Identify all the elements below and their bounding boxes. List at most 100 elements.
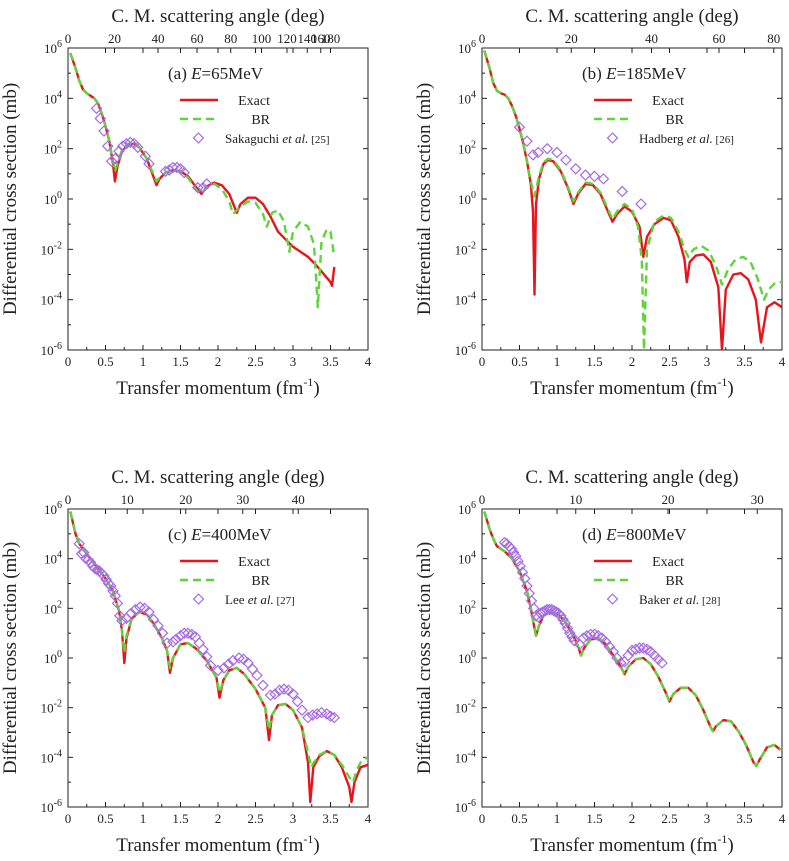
y-tick-label: 100: [458, 190, 476, 207]
data-point: [328, 711, 341, 724]
data-point: [507, 546, 520, 559]
plot-frame: [481, 47, 783, 351]
x-axis-title: Transfer momentum (fm-1): [530, 375, 734, 399]
data-point: [563, 627, 576, 639]
top-tick-label: 140: [298, 31, 318, 46]
data-point: [197, 181, 209, 194]
x-tick-label: 1: [554, 811, 561, 826]
top-tick-label: 160: [311, 31, 331, 46]
data-point: [105, 155, 118, 168]
data-point: [98, 125, 110, 137]
data-point: [551, 146, 563, 159]
data-point: [527, 149, 539, 161]
y-tick-label: 104: [44, 550, 62, 567]
data-point: [560, 154, 572, 166]
top-tick-label: 20: [565, 31, 578, 46]
data-point: [138, 602, 151, 615]
data-point: [588, 170, 601, 183]
top-tick-label: 10: [569, 492, 582, 507]
top-axis-title: C. M. scattering angle (deg): [111, 467, 324, 488]
legend-data-ref: [25]: [308, 134, 329, 146]
data-point: [91, 564, 104, 576]
panel-label-energy-value: =400MeV: [202, 525, 273, 544]
data-point: [156, 627, 169, 639]
data-point: [296, 704, 308, 716]
data-point: [513, 121, 526, 134]
y-tick-label: 102: [458, 599, 476, 616]
data-point: [193, 637, 206, 649]
x-tick-label: 3: [704, 354, 711, 369]
y-tick-label: 100: [44, 190, 62, 207]
x-tick-label: 0: [479, 811, 486, 826]
legend-label-br: BR: [251, 113, 270, 128]
data-point: [170, 633, 182, 646]
x-tick-label: 4: [779, 811, 786, 826]
x-axis-title-sup: -1: [717, 375, 727, 389]
x-tick-label: 2: [215, 811, 222, 826]
x-tick-label: 1.5: [172, 811, 188, 826]
legend-label-data: Hadberg et al. [26]: [639, 131, 734, 146]
data-point: [116, 140, 129, 152]
x-axis-title: Transfer momentum (fm-1): [116, 375, 320, 399]
data-point: [237, 653, 250, 666]
x-tick-label: 0: [65, 811, 72, 826]
panel-label-energy-value: =65MeV: [202, 64, 264, 83]
data-point: [257, 679, 269, 692]
data-point: [139, 150, 152, 163]
data-point: [80, 552, 92, 565]
data-point: [111, 597, 124, 610]
y-tick-label: 10-4: [41, 748, 62, 765]
y-tick-label: 102: [44, 140, 62, 157]
panel-label-energy-symbol: E: [605, 525, 617, 544]
top-tick-label: 100: [252, 31, 272, 46]
data-point: [131, 141, 144, 154]
series-br-line: [69, 511, 368, 784]
panel-label-energy-value: =185MeV: [616, 64, 687, 83]
x-tick-label: 1: [554, 354, 561, 369]
y-axis-title: Differential cross section (mb): [414, 542, 435, 774]
data-point: [599, 636, 612, 648]
x-tick-label: 0: [65, 354, 72, 369]
top-tick-label: 0: [479, 31, 486, 46]
y-tick-label: 102: [44, 599, 62, 616]
panel-label: (b) E=185MeV: [582, 64, 687, 83]
plot-frame: [67, 508, 369, 808]
x-axis-title-sup: -1: [303, 375, 313, 389]
series-exact-line: [69, 511, 368, 804]
panel-c: 0 0.5 1 1.5 2 2.5 3 3.5 40 10 20 30 4010610410210010…: [0, 467, 372, 856]
y-tick-label: 10-2: [41, 699, 62, 716]
y-tick-label: 10-2: [455, 240, 476, 257]
data-point: [557, 613, 569, 626]
data-point: [200, 650, 213, 663]
x-tick-label: 3.5: [322, 354, 338, 369]
panel-label-energy-symbol: E: [190, 525, 202, 544]
y-axis-title: Differential cross section (mb): [0, 542, 21, 774]
legend-data-etal: et al.: [282, 131, 308, 146]
y-tick-label: 10-2: [455, 699, 476, 716]
series-exact-line: [483, 511, 782, 768]
data-point: [152, 619, 164, 632]
top-tick-label: 120: [277, 31, 297, 46]
legend-data-etal: et al.: [687, 131, 713, 146]
panel-label: (d) E=800MeV: [582, 525, 687, 544]
x-axis-title-text: Transfer momentum (fm: [116, 378, 303, 399]
data-point: [644, 645, 657, 658]
x-tick-label: 0.5: [511, 811, 527, 826]
data-point: [287, 688, 299, 700]
data-point: [185, 628, 198, 641]
x-tick-label: 1: [140, 354, 147, 369]
y-tick-label: 100: [44, 649, 62, 666]
data-point: [548, 605, 560, 617]
data-point: [282, 684, 295, 697]
top-tick-label: 40: [152, 31, 165, 46]
y-tick-label: 10-6: [455, 341, 476, 358]
y-tick-label: 104: [458, 550, 476, 567]
x-axis-title-close: ): [313, 378, 319, 399]
data-point: [107, 585, 119, 597]
legend-swatch-data: [606, 132, 619, 144]
x-tick-label: 3: [290, 811, 297, 826]
x-axis-title-close: ): [727, 835, 733, 856]
data-point: [635, 198, 647, 210]
y-tick-label: 10-6: [41, 341, 62, 358]
